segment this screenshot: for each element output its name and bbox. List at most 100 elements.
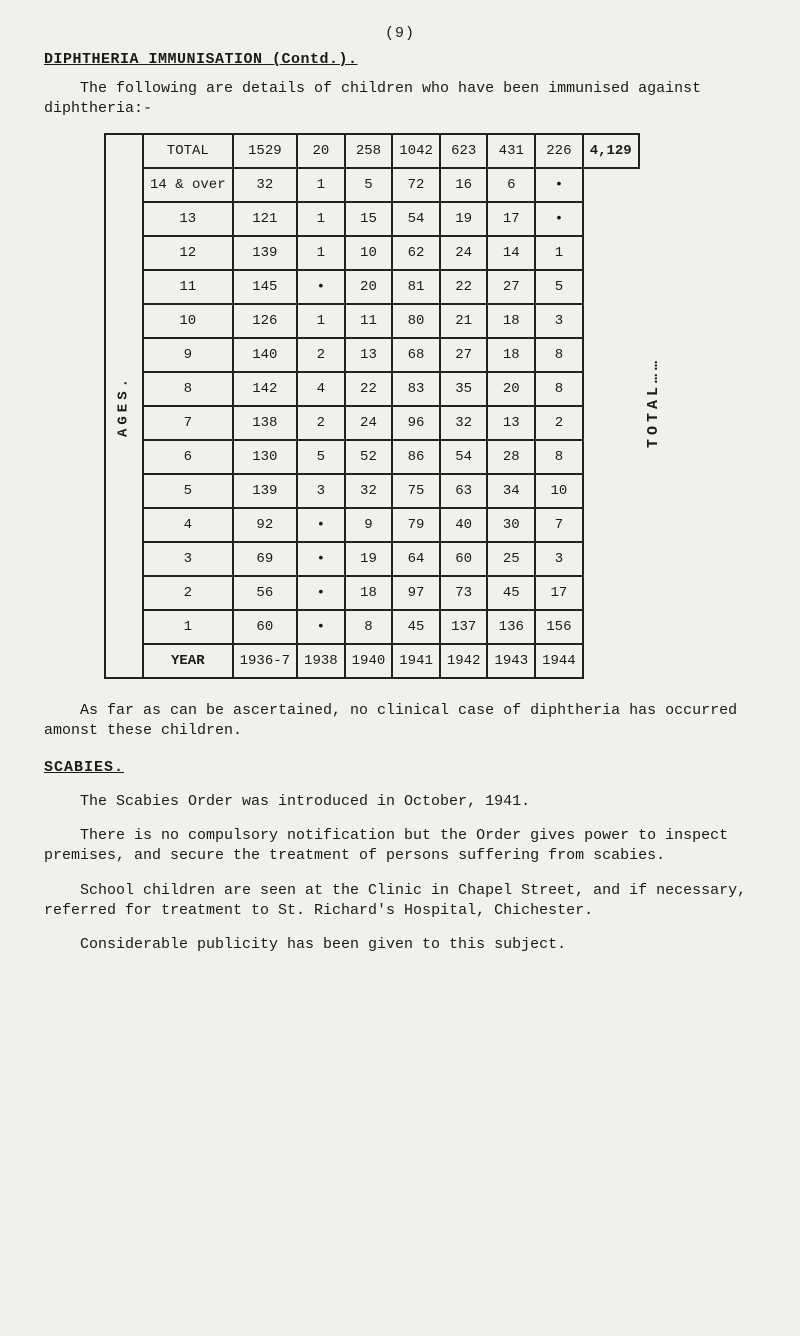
table-cell: 60 (440, 542, 488, 576)
row-label: 3 (143, 542, 233, 576)
table-cell: 139 (233, 474, 297, 508)
table-cell: 86 (392, 440, 440, 474)
table-cell: • (535, 168, 583, 202)
table-cell: 54 (392, 202, 440, 236)
table-cell: 7 (535, 508, 583, 542)
table-cell: 15 (345, 202, 393, 236)
as-far-paragraph: As far as can be ascertained, no clinica… (44, 701, 756, 742)
section-heading: DIPHTHERIA IMMUNISATION (Contd.). (44, 50, 756, 70)
row-label: 4 (143, 508, 233, 542)
table-cell: 139 (233, 236, 297, 270)
table-cell: 258 (345, 134, 393, 168)
table-cell: 25 (487, 542, 535, 576)
intro-paragraph: The following are details of children wh… (44, 79, 756, 120)
year-cell: 1936-7 (233, 644, 297, 678)
row-label: 9 (143, 338, 233, 372)
table-cell: 5 (535, 270, 583, 304)
table-cell: 18 (487, 338, 535, 372)
table-cell: 142 (233, 372, 297, 406)
table-cell: 6 (487, 168, 535, 202)
table-cell: 79 (392, 508, 440, 542)
table-cell: • (297, 508, 345, 542)
table-cell: 3 (535, 542, 583, 576)
row-label: 11 (143, 270, 233, 304)
table-cell: 17 (535, 576, 583, 610)
table-cell: 54 (440, 440, 488, 474)
table-cell: 1 (297, 168, 345, 202)
row-label: 1 (143, 610, 233, 644)
table-cell: 20 (487, 372, 535, 406)
table-cell: 64 (392, 542, 440, 576)
table-cell: 1042 (392, 134, 440, 168)
table-cell: 121 (233, 202, 297, 236)
table-cell: 130 (233, 440, 297, 474)
year-row-label: YEAR (143, 644, 233, 678)
table-cell: 138 (233, 406, 297, 440)
table-cell: 27 (440, 338, 488, 372)
immunisation-table: AGES.TOTAL15292025810426234312264,12914 … (104, 133, 640, 679)
table-cell: 8 (535, 372, 583, 406)
table-cell: 1 (297, 202, 345, 236)
row-label: 13 (143, 202, 233, 236)
year-cell: 1940 (345, 644, 393, 678)
table-cell: 27 (487, 270, 535, 304)
table-cell: 156 (535, 610, 583, 644)
table-cell: 2 (297, 406, 345, 440)
table-cell: 13 (487, 406, 535, 440)
table-cell: 73 (440, 576, 488, 610)
table-cell: • (297, 542, 345, 576)
row-label: 12 (143, 236, 233, 270)
table-cell: 45 (487, 576, 535, 610)
table-cell: 623 (440, 134, 488, 168)
table-cell: 40 (440, 508, 488, 542)
table-cell: 69 (233, 542, 297, 576)
table-cell: 22 (440, 270, 488, 304)
table-cell: 1 (297, 304, 345, 338)
table-cell: 34 (487, 474, 535, 508)
table-cell: 32 (345, 474, 393, 508)
year-cell: 1941 (392, 644, 440, 678)
year-cell: 1944 (535, 644, 583, 678)
page-number: (9) (44, 24, 756, 44)
table-cell: 97 (392, 576, 440, 610)
scabies-para-2: There is no compulsory notification but … (44, 826, 756, 867)
table-cell: 45 (392, 610, 440, 644)
table-cell: 56 (233, 576, 297, 610)
table-cell: 10 (535, 474, 583, 508)
table-cell: 3 (297, 474, 345, 508)
table-cell: 8 (535, 440, 583, 474)
table-cell: 5 (297, 440, 345, 474)
table-cell: 52 (345, 440, 393, 474)
table-cell: 5 (345, 168, 393, 202)
table-cell: 145 (233, 270, 297, 304)
table-cell: 1529 (233, 134, 297, 168)
table-cell: 9 (345, 508, 393, 542)
row-label: 8 (143, 372, 233, 406)
table-cell: • (297, 270, 345, 304)
table-cell: 35 (440, 372, 488, 406)
table-cell: 1 (535, 236, 583, 270)
row-label: 7 (143, 406, 233, 440)
ages-side-label: AGES. (105, 134, 143, 678)
scabies-para-4: Considerable publicity has been given to… (44, 935, 756, 955)
table-cell: 226 (535, 134, 583, 168)
table-cell: 21 (440, 304, 488, 338)
row-label: TOTAL (143, 134, 233, 168)
table-cell: • (297, 576, 345, 610)
table-cell: 431 (487, 134, 535, 168)
table-cell: 92 (233, 508, 297, 542)
table-cell: 4 (297, 372, 345, 406)
row-label: 14 & over (143, 168, 233, 202)
table-cell: 8 (535, 338, 583, 372)
table-cell: 19 (345, 542, 393, 576)
table-cell: 14 (487, 236, 535, 270)
table-cell: • (297, 610, 345, 644)
table-cell: 60 (233, 610, 297, 644)
year-cell: 1938 (297, 644, 345, 678)
year-cell: 1942 (440, 644, 488, 678)
table-cell: 72 (392, 168, 440, 202)
row-label: 5 (143, 474, 233, 508)
table-cell: 1 (297, 236, 345, 270)
table-cell: 22 (345, 372, 393, 406)
table-cell: 24 (345, 406, 393, 440)
